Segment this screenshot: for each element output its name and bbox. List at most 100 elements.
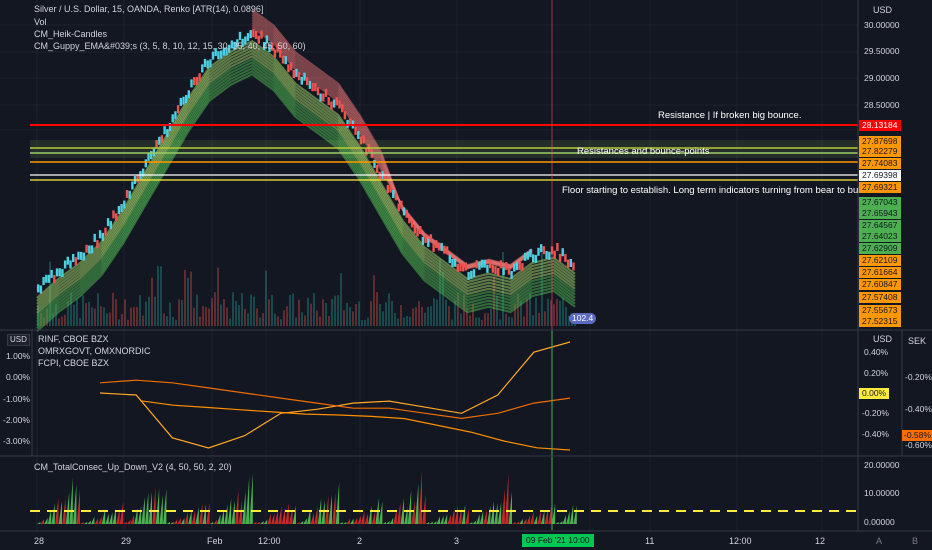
consec-bar: [285, 503, 289, 524]
consec-bar: [173, 519, 178, 524]
consec-bar: [389, 517, 394, 524]
consec-tick: 10.00000: [864, 488, 900, 498]
volume-bar: [172, 316, 174, 326]
consec-bar: [458, 508, 462, 524]
volume-bar: [205, 307, 207, 326]
price-tick: 30.00000: [864, 20, 900, 30]
volume-bar: [475, 317, 477, 326]
consec-bar: [436, 516, 440, 524]
renko-brick: [74, 257, 78, 266]
price-tag: 27.67043: [859, 197, 901, 208]
renko-brick: [222, 47, 225, 56]
renko-brick: [190, 79, 193, 88]
renko-brick: [324, 88, 328, 97]
volume-bar: [520, 301, 522, 326]
renko-brick: [572, 262, 575, 271]
consec-title[interactable]: CM_TotalConsec_Up_Down_V2 (4, 50, 50, 2,…: [34, 462, 232, 472]
renko-brick: [112, 210, 115, 219]
currency-label[interactable]: USD: [873, 5, 893, 15]
volume-bar: [478, 317, 480, 326]
volume-bar: [427, 307, 429, 326]
price-tag: 27.65943: [859, 208, 901, 219]
volume-bar: [118, 319, 120, 326]
consec-bar: [548, 505, 552, 524]
consec-bar: [296, 522, 300, 524]
consec-bar: [80, 522, 84, 524]
volume-bar: [181, 299, 183, 326]
consec-bar: [415, 483, 419, 524]
consec-bar: [364, 513, 368, 524]
compare-series-omrx[interactable]: OMRXGOVT, OMXNORDIC: [38, 346, 151, 356]
volume-bar: [154, 296, 156, 326]
compare-usd-left[interactable]: USD: [7, 334, 30, 346]
volume-bar: [469, 315, 471, 326]
volume-bar: [286, 306, 288, 326]
renko-brick: [209, 59, 212, 68]
volume-bar: [391, 300, 393, 326]
renko-brick: [378, 171, 381, 180]
consec-bar: [235, 490, 239, 524]
renko-brick: [545, 250, 548, 259]
consec-bar: [447, 514, 451, 524]
consec-bar: [177, 518, 181, 524]
renko-brick: [98, 230, 102, 239]
volume-bar: [556, 298, 558, 326]
compare-series-rinf[interactable]: RINF, CBOE BZX: [38, 334, 109, 344]
renko-brick: [279, 49, 282, 58]
consec-bar: [62, 498, 66, 524]
volume-bar: [433, 298, 435, 326]
volume-bar: [73, 304, 75, 326]
sek-label[interactable]: SEK: [908, 336, 927, 346]
volume-bar: [565, 306, 567, 326]
consec-bar: [339, 522, 343, 524]
volume-bar: [88, 301, 90, 326]
renko-brick: [217, 51, 220, 60]
volume-bar: [277, 316, 279, 326]
renko-brick: [37, 284, 40, 293]
volume-bar: [400, 305, 402, 326]
volume-bar: [394, 313, 396, 326]
renko-brick: [150, 151, 153, 160]
compare-series-fcpi[interactable]: FCPI, CBOE BZX: [38, 358, 110, 368]
indicator-heik[interactable]: CM_Heik-Candles: [34, 29, 108, 39]
renko-brick: [158, 136, 161, 145]
renko-brick: [507, 266, 511, 275]
volume-bar: [523, 316, 525, 326]
volume-bar: [109, 312, 111, 326]
price-badge[interactable]: 102.4: [569, 313, 597, 324]
renko-brick: [174, 111, 177, 120]
volume-bar: [76, 298, 78, 326]
volume-bar: [250, 294, 252, 326]
volume-bar: [79, 317, 81, 326]
indicator-vol[interactable]: Vol: [34, 17, 47, 27]
volume-bar: [484, 313, 486, 326]
compare-left-tick: -1.00%: [3, 394, 30, 404]
indicator-guppy[interactable]: CM_Guppy_EMA&#039;s (3, 5, 8, 10, 12, 15…: [34, 41, 306, 51]
volume-bar: [295, 317, 297, 326]
renko-brick: [394, 192, 398, 201]
renko-brick: [349, 118, 352, 127]
volume-bar: [226, 307, 228, 326]
consec-bar: [69, 477, 73, 524]
volume-bar: [547, 298, 549, 326]
renko-brick: [502, 267, 505, 276]
volume-bar: [223, 298, 225, 326]
consec-bar: [361, 511, 365, 524]
volume-bar: [529, 292, 531, 326]
compare-left-tick: -3.00%: [3, 436, 30, 446]
compare-usd-right[interactable]: USD: [873, 334, 893, 344]
ema-line: [36, 55, 576, 314]
volume-bar: [214, 292, 216, 326]
renko-brick: [254, 31, 258, 39]
renko-brick: [249, 30, 252, 39]
consec-bar: [227, 498, 232, 524]
renko-brick: [553, 250, 556, 259]
annotation-floor: Floor starting to establish. Long term i…: [562, 185, 866, 196]
auto-scale-button[interactable]: A: [876, 536, 883, 546]
log-scale-button[interactable]: B: [912, 536, 919, 546]
volume-bar: [136, 306, 138, 326]
consec-bar: [134, 508, 138, 524]
consec-bar: [281, 507, 286, 524]
consec-bar: [357, 515, 361, 524]
